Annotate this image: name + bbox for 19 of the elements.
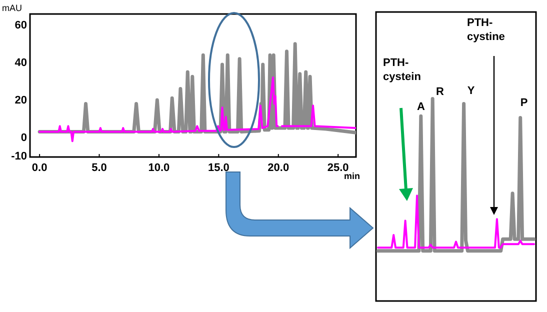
x-tick-label: 25.0 bbox=[327, 162, 349, 174]
x-tick-label: 20.0 bbox=[268, 162, 290, 174]
y-tick-label: 0 bbox=[20, 132, 27, 144]
x-tick-label: 15.0 bbox=[208, 162, 230, 174]
y-axis-title: mAU bbox=[2, 3, 22, 13]
y-tick-label: 40 bbox=[14, 57, 27, 70]
text: Y bbox=[467, 85, 476, 97]
x-tick-label: 5.0 bbox=[92, 162, 107, 174]
x-axis-title: min bbox=[344, 171, 360, 181]
text: PTH- cystein bbox=[383, 57, 422, 83]
y-tick-label: -10 bbox=[11, 150, 27, 163]
annotation: P bbox=[520, 97, 528, 109]
annotation: A bbox=[417, 101, 426, 113]
x-tick-label: 10.0 bbox=[148, 162, 170, 174]
x-tick-label: 0.0 bbox=[32, 162, 48, 174]
text: PTH- cystine bbox=[467, 17, 505, 43]
y-tick-label: 20 bbox=[14, 94, 27, 107]
y-tick-label: 60 bbox=[14, 20, 27, 32]
text: R bbox=[436, 86, 444, 98]
